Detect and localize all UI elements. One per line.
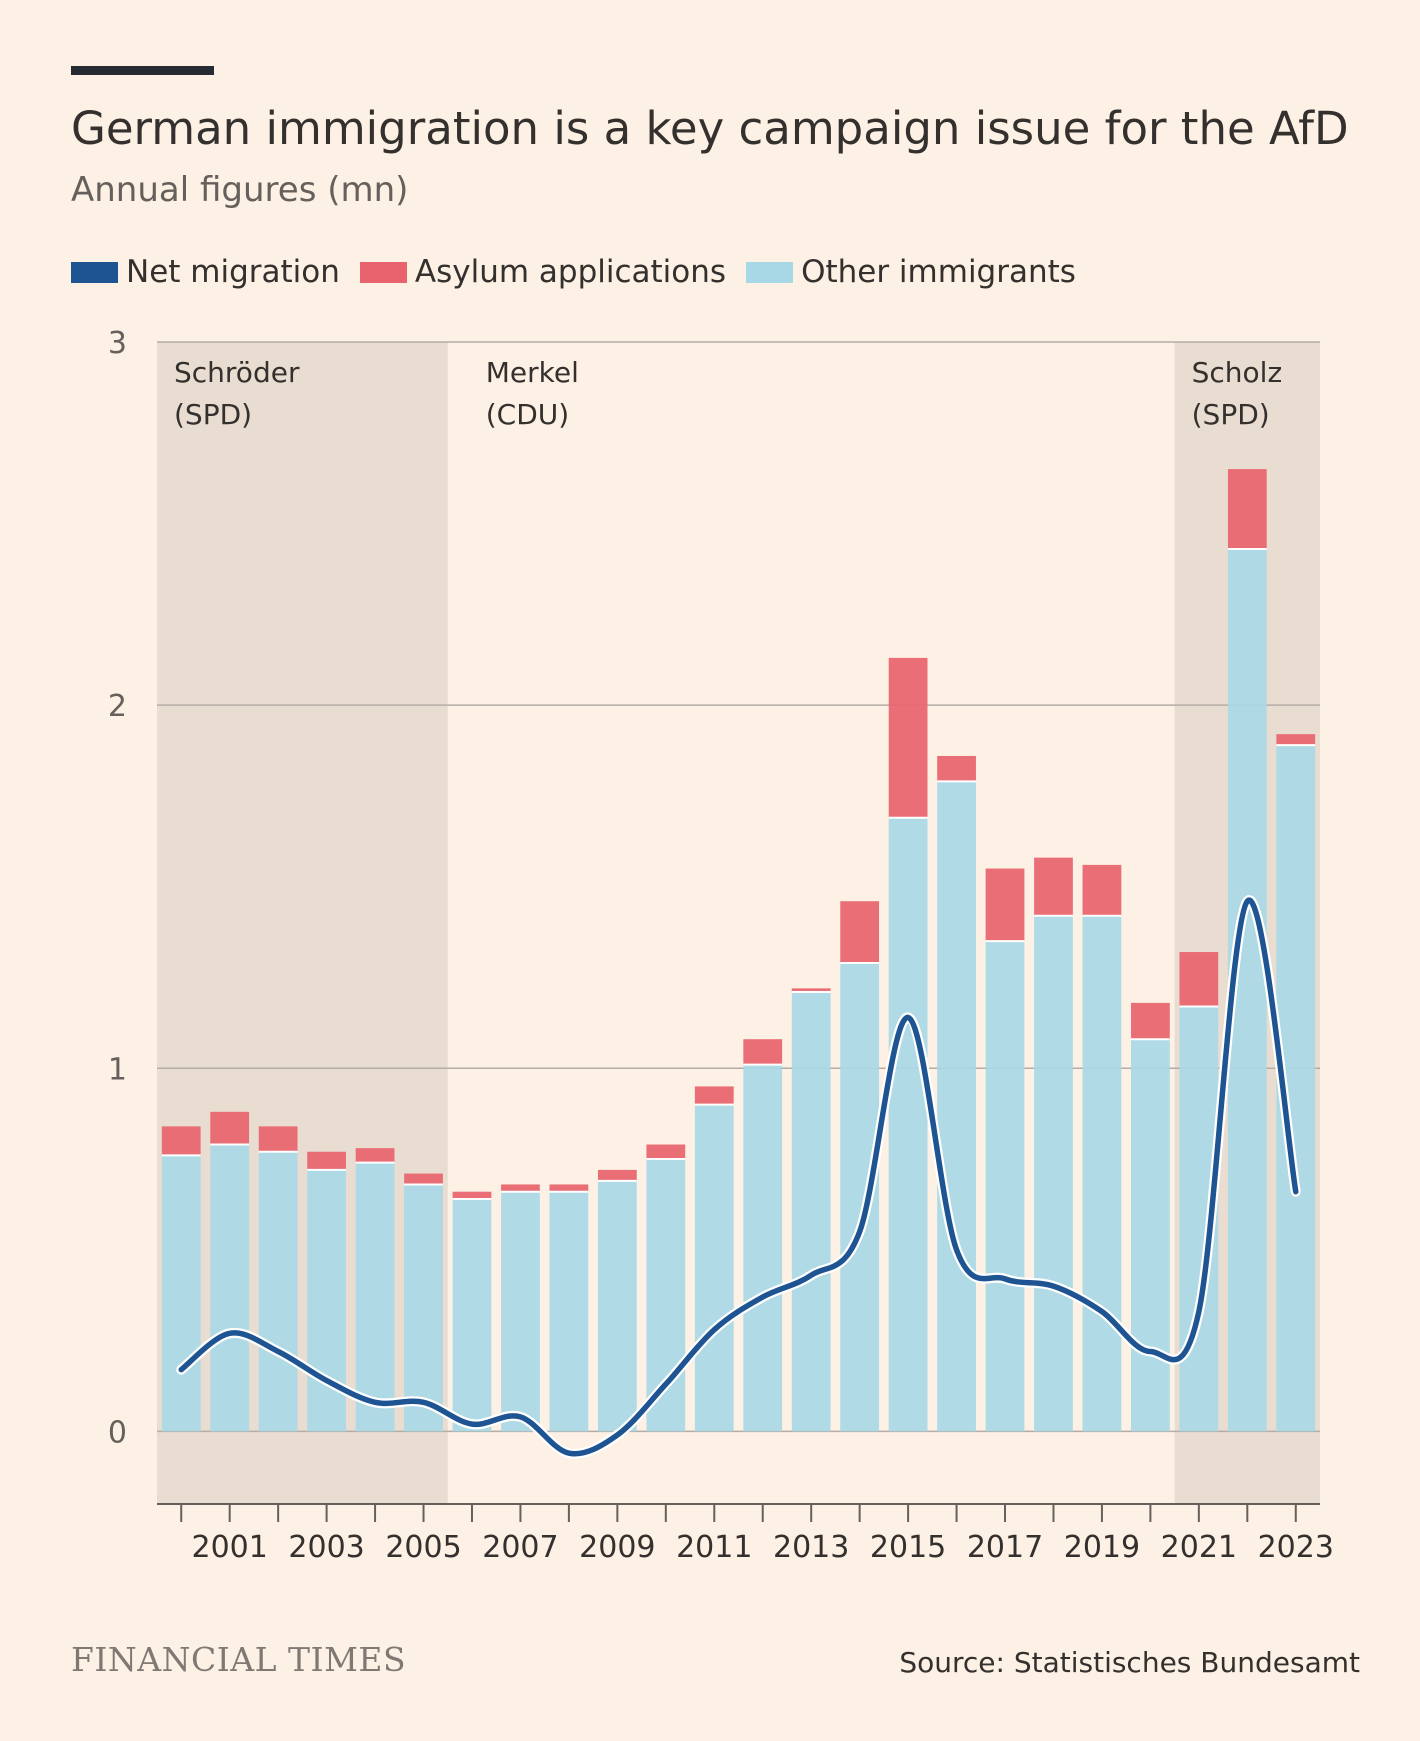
legend-label-other: Other immigrants: [801, 254, 1076, 290]
x-tick-label-2023: 2023: [1258, 1530, 1334, 1565]
bar-other-2018: [1034, 915, 1073, 1432]
legend-label-net-migration: Net migration: [126, 254, 340, 290]
gridlines: 0 1 2 3: [108, 326, 1320, 1450]
bar-other-2002: [258, 1151, 298, 1432]
net-migration-line-path: [178, 897, 1299, 1457]
bar-asylum-2012: [743, 1039, 783, 1065]
x-tick-label-2001: 2001: [192, 1530, 268, 1565]
period-label-2-party: (SPD): [1192, 398, 1270, 431]
bar-other-2006: [452, 1198, 492, 1432]
x-tick-label-2017: 2017: [967, 1530, 1043, 1565]
legend-item-other: Other immigrants: [746, 254, 1076, 290]
legend-item-asylum: Asylum applications: [359, 254, 727, 290]
bar-asylum-2009: [597, 1169, 637, 1181]
bar-other-2011: [694, 1104, 734, 1432]
period-labels: Schröder (SPD) Merkel (CDU) Scholz (SPD): [174, 356, 1282, 431]
brand-bar: [71, 66, 214, 75]
source-note: Source: Statistisches Bundesamt: [899, 1646, 1360, 1679]
period-shade-0: [157, 342, 448, 1504]
legend-label-asylum: Asylum applications: [414, 254, 727, 290]
y-tick-label-1: 1: [108, 1052, 127, 1087]
x-tick-label-2013: 2013: [773, 1530, 849, 1565]
x-tick-label-2021: 2021: [1161, 1530, 1237, 1565]
bar-asylum-2000: [161, 1126, 201, 1156]
x-tick-label-2005: 2005: [385, 1530, 461, 1565]
bar-asylum-2006: [452, 1191, 492, 1199]
bar-other-2001: [210, 1144, 250, 1432]
bar-other-2020: [1131, 1039, 1170, 1432]
bar-asylum-2014: [840, 901, 880, 963]
bar-asylum-2021: [1179, 952, 1219, 1007]
bar-other-2009: [597, 1180, 637, 1432]
period-label-1-party: (CDU): [486, 398, 569, 431]
bar-other-2007: [501, 1191, 540, 1432]
bar-other-2008: [549, 1191, 589, 1432]
legend-swatch-net-migration: [71, 261, 118, 283]
x-tick-label-2009: 2009: [579, 1530, 655, 1565]
bar-other-2013: [791, 991, 831, 1432]
bar-asylum-2004: [355, 1148, 395, 1163]
bar-asylum-2003: [307, 1151, 346, 1170]
bar-asylum-2020: [1131, 1002, 1170, 1040]
bar-other-2012: [743, 1064, 783, 1432]
bar-asylum-2010: [646, 1144, 686, 1160]
bar-asylum-2016: [937, 755, 976, 782]
bar-asylum-2017: [985, 868, 1025, 942]
bar-asylum-2008: [549, 1184, 589, 1192]
bar-asylum-2019: [1082, 864, 1122, 916]
x-tick-label-2007: 2007: [482, 1530, 558, 1565]
bar-asylum-2007: [501, 1184, 540, 1192]
bar-other-2019: [1082, 915, 1122, 1432]
period-label-2-name: Scholz: [1192, 356, 1283, 389]
bar-asylum-2013: [791, 988, 831, 992]
legend-swatch-other: [746, 261, 794, 283]
bar-asylum-2023: [1276, 734, 1316, 746]
bar-asylum-2015: [888, 657, 928, 818]
period-label-1-name: Merkel: [486, 356, 579, 389]
bar-other-2017: [985, 941, 1025, 1432]
ft-logo: FINANCIAL TIMES: [71, 1640, 407, 1679]
bar-asylum-2002: [258, 1126, 298, 1152]
bar-other-2000: [161, 1155, 201, 1432]
bar-asylum-2022: [1227, 469, 1267, 549]
bar-other-2015: [888, 817, 928, 1432]
bar-other-2016: [937, 781, 976, 1432]
period-label-0-name: Schröder: [174, 356, 300, 389]
x-tick-label-2003: 2003: [288, 1530, 364, 1565]
x-axis: 2001 2003 2005 2007 2009 2011 2013 2015 2017 2019…: [157, 1503, 1334, 1565]
bar-asylum-2018: [1034, 857, 1073, 916]
x-tick-label-2011: 2011: [676, 1530, 752, 1565]
legend-swatch-asylum: [359, 261, 407, 283]
legend: Net migration Asylum applications Other …: [71, 252, 1096, 292]
net-migration-line: [176, 895, 1301, 1459]
chart-subtitle: Annual figures (mn): [71, 170, 409, 210]
bar-asylum-2001: [210, 1111, 250, 1145]
x-tick-label-2019: 2019: [1064, 1530, 1140, 1565]
bar-other-2004: [355, 1162, 395, 1432]
y-tick-label-3: 3: [108, 326, 127, 361]
bars: [161, 469, 1316, 1432]
chart-title: German immigration is a key campaign iss…: [71, 102, 1349, 155]
period-label-0-party: (SPD): [174, 398, 252, 431]
chart-plot: 0 1 2 3 2001 2003 2005 2007 2009 2011 2013 2015 201…: [108, 326, 1334, 1565]
y-tick-label-2: 2: [108, 689, 127, 724]
bar-other-2005: [404, 1184, 443, 1432]
y-tick-label-0: 0: [108, 1415, 127, 1450]
bar-asylum-2005: [404, 1173, 443, 1185]
legend-item-net-migration: Net migration: [71, 254, 340, 290]
bar-asylum-2011: [694, 1086, 734, 1105]
x-tick-label-2015: 2015: [870, 1530, 946, 1565]
